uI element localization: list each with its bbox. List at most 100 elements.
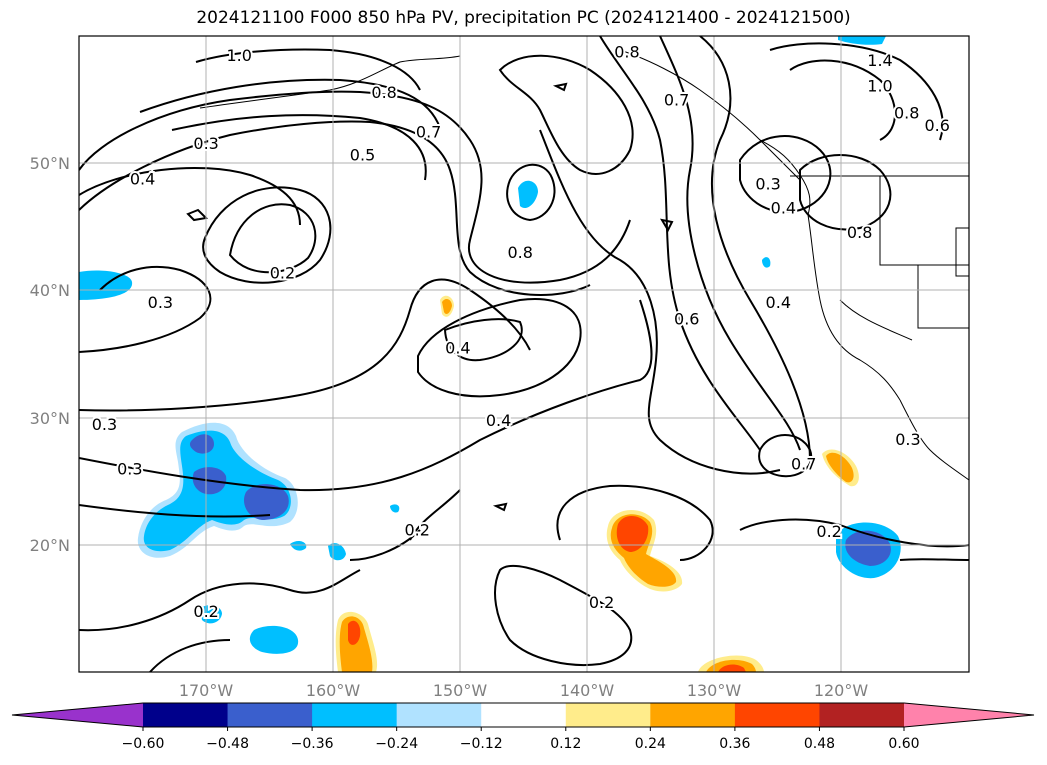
- precip-positive-core: [348, 620, 361, 645]
- contour-label: 0.3: [148, 293, 173, 312]
- pv-contour: [739, 135, 832, 213]
- pv-contour: [443, 318, 523, 362]
- precip-negative-area: [249, 625, 299, 654]
- precip-positive-core: [718, 664, 746, 672]
- precip-negative-area: [518, 180, 538, 209]
- precip-negative-core: [189, 434, 214, 454]
- contour-label: 0.5: [350, 145, 375, 164]
- precip-negative-area: [838, 36, 886, 45]
- contour-label: 0.8: [371, 83, 396, 102]
- contour-label: 0.2: [270, 264, 295, 283]
- border-state: [917, 265, 969, 329]
- precip-negative-area: [762, 257, 771, 268]
- contour-label: 0.2: [404, 521, 429, 540]
- lon-tick-label: 170°W: [179, 681, 234, 700]
- colorbar-segment: [734, 703, 820, 727]
- contour-label: 0.4: [771, 199, 796, 218]
- precip-negative-core: [243, 484, 289, 520]
- contour-label: 0.7: [416, 122, 441, 141]
- contour-label: 0.3: [92, 415, 117, 434]
- pv-contour: [899, 558, 969, 561]
- pv-contour: [349, 529, 421, 561]
- coastline-baja: [899, 399, 969, 481]
- precip-negative-area: [390, 504, 400, 513]
- colorbar-segment: [819, 703, 905, 727]
- colorbar-extend-max: [904, 703, 1034, 727]
- pv-contour: [758, 434, 813, 478]
- colorbar-extend-min: [12, 703, 143, 727]
- pv-contour: [492, 502, 508, 512]
- contour-label: 0.3: [755, 175, 780, 194]
- pv-contour: [417, 298, 582, 398]
- precip-positive-area: [826, 452, 854, 483]
- colorbar-tick-label: 0.36: [719, 736, 750, 752]
- coastline-alaska: [619, 49, 801, 181]
- pv-contour: [539, 129, 781, 475]
- graticule: [79, 36, 969, 672]
- map-plot-area: 1.0 0.3 0.4 0.8 0.7 0.5 0.2 0.3 0.8 0.8 0.4 0.4 0.3 0…: [78, 35, 970, 673]
- contour-label: 0.8: [847, 223, 872, 242]
- border-state: [955, 227, 969, 277]
- lon-tick-label: 130°W: [687, 681, 742, 700]
- pv-contour: [79, 299, 653, 492]
- colorbar-segment: [481, 703, 567, 727]
- contour-label: 0.8: [507, 243, 532, 262]
- contour-label: 1.0: [867, 77, 892, 96]
- contour-label: 0.6: [674, 309, 699, 328]
- pv-contours: [79, 36, 969, 672]
- contour-label: 0.4: [766, 293, 791, 312]
- pv-contour: [699, 36, 811, 461]
- latitude-labels: 50°N 40°N 30°N 20°N: [30, 154, 70, 555]
- colorbar: −0.60 −0.48 −0.36 −0.24 −0.12 0.12 0.24 0.36 0.4…: [11, 702, 1035, 752]
- contour-label: 0.8: [894, 103, 919, 122]
- pv-contour: [228, 203, 317, 274]
- pv-contour: [79, 569, 361, 632]
- pv-contour: [171, 114, 427, 181]
- pv-contour: [79, 504, 271, 518]
- contour-label: 0.4: [486, 411, 511, 430]
- longitude-labels: 170°W 160°W 150°W 140°W 130°W 120°W: [179, 681, 869, 700]
- lat-tick-label: 50°N: [30, 154, 70, 173]
- lon-tick-label: 120°W: [814, 681, 869, 700]
- pv-contour: [799, 154, 892, 231]
- pv-contour: [494, 564, 633, 666]
- precip-positive-area: [442, 299, 452, 314]
- coastline-canada-west: [759, 139, 811, 216]
- contour-labels: 1.0 0.3 0.4 0.8 0.7 0.5 0.2 0.3 0.8 0.8 0.4 0.4 0.3 0…: [90, 40, 952, 623]
- map-title: 2024121100 F000 850 hPa PV, precipitatio…: [196, 8, 851, 28]
- colorbar-tick-label: −0.60: [122, 736, 165, 752]
- pv-contour: [409, 489, 461, 541]
- pv-contour: [79, 167, 301, 226]
- pv-contour: [202, 186, 332, 284]
- lon-tick-label: 150°W: [433, 681, 488, 700]
- border-state: [879, 176, 969, 266]
- colorbar-segment: [650, 703, 736, 727]
- lat-tick-label: 20°N: [30, 536, 70, 555]
- lat-tick-label: 30°N: [30, 409, 70, 428]
- pv-contour: [79, 90, 631, 284]
- contour-label: 0.7: [791, 454, 816, 473]
- precip-positive-core: [616, 515, 649, 552]
- contour-label: 1.4: [867, 51, 892, 70]
- pv-contour: [659, 36, 801, 451]
- contour-label: 0.4: [130, 169, 155, 188]
- lat-tick-label: 40°N: [30, 281, 70, 300]
- contour-label: 0.2: [589, 593, 614, 612]
- precip-negative-core: [845, 530, 891, 566]
- colorbar-tick-label: 0.12: [550, 736, 581, 752]
- colorbar-segment: [143, 703, 229, 727]
- pv-contour: [506, 163, 556, 222]
- pv-contour: [498, 54, 634, 175]
- precipitation-shading: [79, 36, 901, 672]
- lon-tick-label: 160°W: [306, 681, 361, 700]
- colorbar-tick-label: 0.60: [888, 736, 919, 752]
- coastline-us-west: [807, 214, 901, 401]
- colorbar-segment: [227, 703, 313, 727]
- pv-contour: [79, 266, 212, 353]
- pv-contour: [659, 218, 674, 233]
- colorbar-segment: [565, 703, 651, 727]
- contour-label: 0.7: [664, 91, 689, 110]
- colorbar-tick-label: 0.24: [635, 736, 666, 752]
- pv-contour: [149, 639, 231, 672]
- pv-contour: [599, 36, 761, 451]
